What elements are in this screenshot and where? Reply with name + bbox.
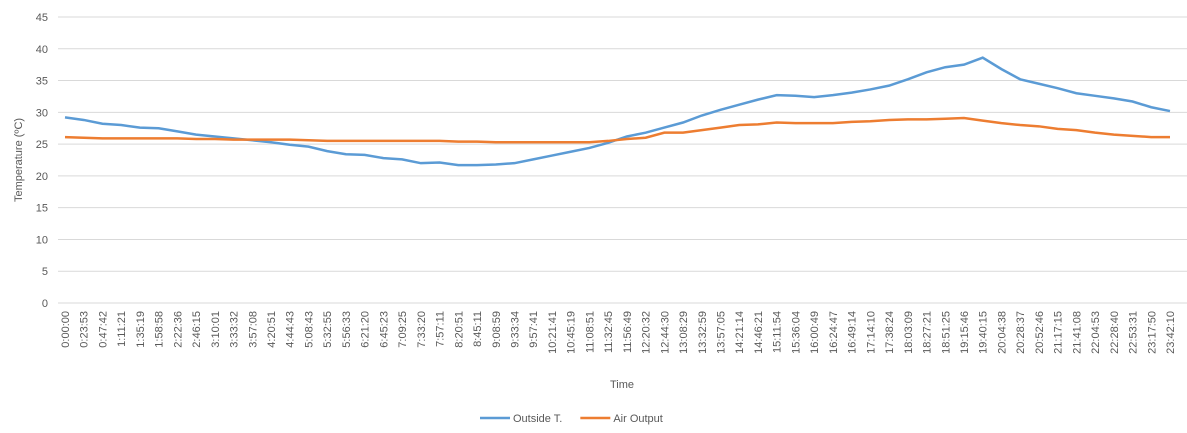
x-tick-label: 21:41:08 — [1071, 311, 1083, 354]
x-tick-label: 2:46:15 — [191, 311, 203, 348]
x-tick-label: 15:36:04 — [790, 311, 802, 354]
x-tick-label: 7:09:25 — [397, 311, 409, 348]
x-tick-label: 1:58:58 — [154, 311, 166, 348]
x-tick-label: 1:11:21 — [116, 311, 128, 347]
x-tick-label: 22:04:53 — [1090, 311, 1102, 354]
x-tick-label: 11:32:45 — [603, 311, 615, 353]
x-tick-label: 11:08:51 — [584, 311, 596, 353]
x-tick-label: 14:21:14 — [734, 311, 746, 354]
x-tick-label: 12:20:32 — [641, 311, 653, 354]
x-tick-label: 3:10:01 — [210, 311, 222, 348]
x-tick-label: 16:00:49 — [809, 311, 821, 354]
y-tick-label: 10 — [36, 234, 48, 246]
x-tick-label: 17:14:10 — [865, 311, 877, 354]
x-tick-label: 11:56:49 — [622, 311, 634, 353]
x-tick-label: 3:33:32 — [229, 311, 241, 348]
x-tick-label: 13:32:59 — [697, 311, 709, 354]
x-tick-label: 10:45:19 — [566, 311, 578, 354]
y-tick-label: 25 — [36, 139, 48, 151]
x-tick-label: 19:15:46 — [959, 311, 971, 354]
y-tick-label: 40 — [36, 44, 48, 56]
x-tick-label: 7:33:20 — [416, 311, 428, 348]
x-tick-label: 5:56:33 — [341, 311, 353, 348]
x-tick-label: 5:08:43 — [303, 311, 315, 348]
line-series — [64, 56, 1171, 167]
legend-label: Air Output — [613, 413, 663, 425]
line-series — [64, 116, 1170, 144]
y-tick-label: 30 — [36, 107, 48, 119]
x-tick-label: 14:46:21 — [753, 311, 765, 354]
y-tick-label: 5 — [42, 266, 48, 278]
y-tick-label: 0 — [42, 298, 48, 310]
legend-label: Outside T. — [513, 413, 562, 425]
x-tick-label: 17:38:24 — [884, 311, 896, 354]
x-tick-label: 6:45:23 — [378, 311, 390, 348]
x-tick-label: 23:42:10 — [1165, 311, 1177, 354]
x-tick-label: 13:08:29 — [678, 311, 690, 354]
x-tick-label: 2:22:36 — [172, 311, 184, 348]
x-tick-label: 3:57:08 — [247, 311, 259, 348]
x-tick-label: 15:11:54 — [772, 311, 784, 353]
x-tick-label: 7:57:11 — [435, 311, 447, 347]
x-tick-label: 0:47:42 — [97, 311, 109, 348]
x-tick-label: 13:57:05 — [716, 311, 728, 354]
x-tick-label: 18:27:21 — [922, 311, 934, 354]
x-tick-label: 9:57:41 — [528, 311, 540, 348]
x-tick-label: 5:32:55 — [322, 311, 334, 348]
x-tick-label: 23:17:50 — [1146, 311, 1158, 354]
x-tick-label: 21:17:15 — [1053, 311, 1065, 354]
x-tick-label: 22:28:40 — [1109, 311, 1121, 354]
x-tick-label: 1:35:19 — [135, 311, 147, 348]
x-axis-title: Time — [610, 379, 634, 391]
y-tick-label: 15 — [36, 203, 48, 215]
x-tick-label: 8:20:51 — [453, 311, 465, 348]
x-tick-label: 20:28:37 — [1015, 311, 1027, 354]
x-tick-label: 16:24:47 — [828, 311, 840, 354]
x-tick-label: 8:45:11 — [472, 311, 484, 347]
y-tick-label: 45 — [36, 12, 48, 24]
x-tick-label: 4:20:51 — [266, 311, 278, 348]
y-tick-label: 35 — [36, 76, 48, 88]
y-axis-title: Temperature (ºC) — [13, 118, 25, 202]
x-tick-label: 18:03:09 — [903, 311, 915, 354]
x-tick-label: 0:00:00 — [60, 311, 72, 348]
x-tick-label: 16:49:14 — [847, 311, 859, 354]
x-tick-label: 4:44:43 — [285, 311, 297, 348]
x-tick-label: 6:21:20 — [360, 311, 372, 348]
x-tick-label: 19:40:15 — [978, 311, 990, 354]
x-tick-label: 0:23:53 — [79, 311, 91, 348]
x-tick-label: 18:51:25 — [940, 311, 952, 354]
x-tick-label: 9:33:34 — [509, 311, 521, 348]
x-tick-label: 20:52:46 — [1034, 311, 1046, 354]
x-tick-label: 20:04:38 — [996, 311, 1008, 354]
x-tick-label: 9:08:59 — [491, 311, 503, 348]
x-tick-label: 12:44:30 — [659, 311, 671, 354]
y-tick-label: 20 — [36, 171, 48, 183]
x-tick-label: 22:53:31 — [1128, 311, 1140, 354]
x-tick-label: 10:21:41 — [547, 311, 559, 354]
